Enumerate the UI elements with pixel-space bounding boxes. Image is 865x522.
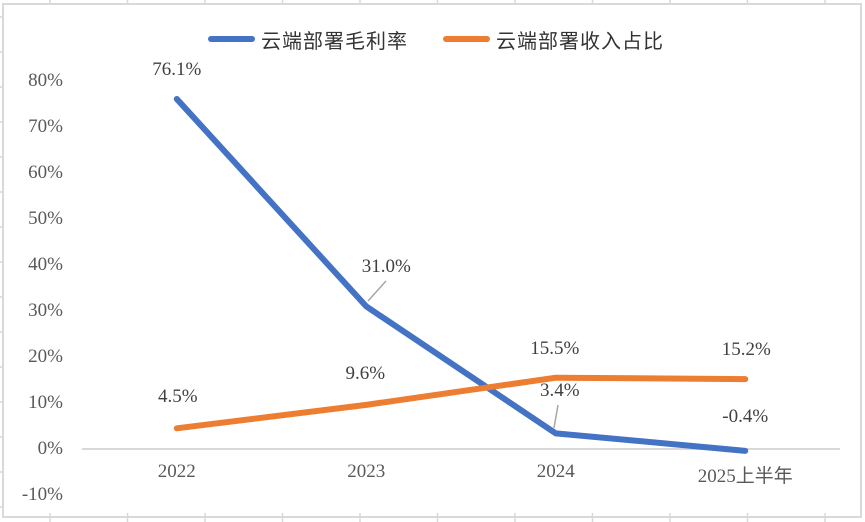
data-label: -0.4%	[722, 405, 769, 427]
legend-item-gross-margin[interactable]: 云端部署毛利率	[208, 26, 408, 53]
legend-item-revenue-share[interactable]: 云端部署收入占比	[443, 26, 664, 53]
y-tick-label: 10%	[28, 392, 63, 413]
y-tick-label: 0%	[37, 438, 63, 459]
data-label-leader-line	[553, 404, 559, 429]
data-label: 4.5%	[157, 386, 198, 408]
y-tick-label: 70%	[28, 116, 63, 137]
data-label: 31.0%	[361, 256, 411, 278]
y-tick-label: 40%	[28, 254, 63, 275]
legend-label-revenue-share: 云端部署收入占比	[496, 30, 664, 53]
y-tick-label: -10%	[21, 484, 63, 505]
y-tick-label: 30%	[28, 300, 63, 321]
data-label-leader-line	[367, 280, 387, 302]
x-tick-label: 2022	[157, 461, 196, 482]
legend-label-gross-margin: 云端部署毛利率	[261, 30, 408, 53]
x-tick-label: 2024	[536, 461, 575, 482]
data-label: 15.2%	[721, 339, 771, 361]
data-label: 9.6%	[345, 362, 386, 384]
y-tick-label: 50%	[28, 208, 63, 229]
data-label: 76.1%	[152, 58, 202, 80]
y-tick-label: 80%	[28, 70, 63, 91]
y-tick-label: 20%	[28, 346, 63, 367]
legend-line-swatch-blue	[208, 36, 255, 42]
data-label: 15.5%	[530, 337, 580, 359]
x-tick-label: 2025上半年	[697, 466, 793, 487]
x-tick-label: 2023	[347, 461, 386, 482]
series-line-revenue-share[interactable]	[173, 374, 749, 432]
legend-line-swatch-orange	[443, 36, 490, 42]
series-line-gross-margin[interactable]	[173, 95, 749, 454]
y-tick-label: 60%	[28, 162, 63, 183]
chart-frame-border	[2, 3, 862, 518]
data-label: 3.4%	[539, 380, 580, 402]
chart-legend: 云端部署毛利率 云端部署收入占比	[0, 26, 865, 53]
